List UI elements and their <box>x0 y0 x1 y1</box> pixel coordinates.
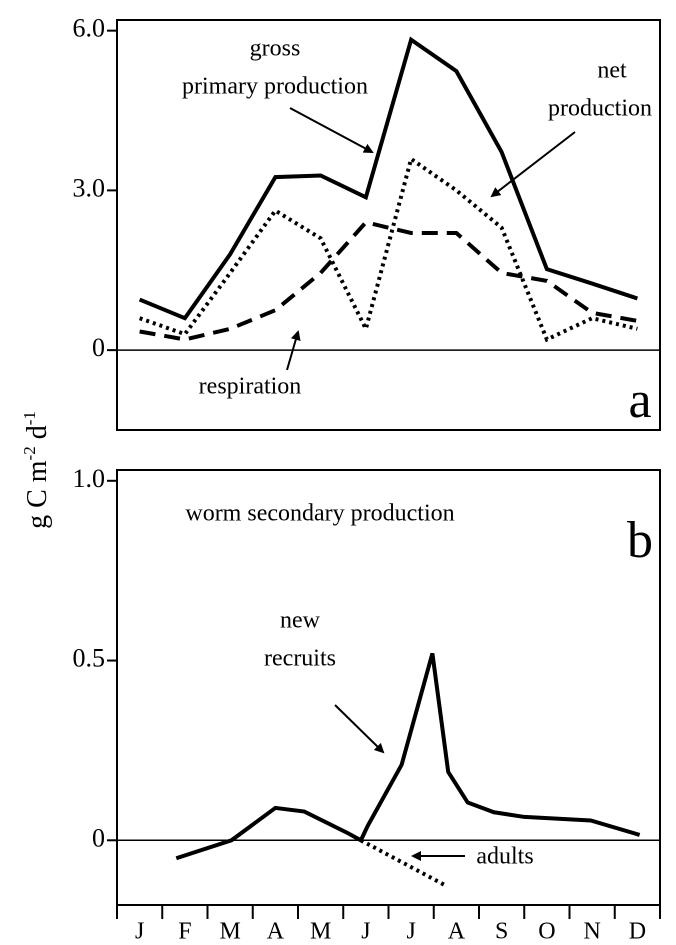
annotation: worm secondary production <box>185 501 454 527</box>
y-tick-label: 1.0 <box>73 464 106 493</box>
annotation: net <box>597 58 627 84</box>
annotation: respiration <box>199 374 302 400</box>
x-tick-label: O <box>538 919 555 945</box>
annotation: primary production <box>182 74 368 100</box>
annotation: gross <box>250 36 301 62</box>
arrow <box>490 131 576 198</box>
annotation: recruits <box>264 646 336 672</box>
y-tick-label: 3.0 <box>73 173 106 202</box>
y-tick-label: 0.5 <box>73 644 106 673</box>
x-tick-label: D <box>629 919 646 945</box>
series-line <box>138 36 639 321</box>
x-tick-label: J <box>361 919 370 945</box>
y-tick-label: 0 <box>92 333 105 362</box>
arrow <box>334 704 385 754</box>
x-tick-label: J <box>406 919 415 945</box>
x-tick-label: M <box>310 919 331 945</box>
series-line <box>359 838 447 887</box>
series-line <box>139 220 638 342</box>
annotation: production <box>548 96 652 122</box>
arrow <box>289 107 374 153</box>
x-tick-label: S <box>495 919 508 945</box>
x-tick-label: F <box>178 919 191 945</box>
y-tick-label: 0 <box>92 823 105 852</box>
series-line <box>175 652 641 861</box>
panel-label: b <box>627 512 653 569</box>
x-tick-label: M <box>219 919 240 945</box>
x-tick-label: N <box>583 919 600 945</box>
plot-frame <box>116 19 661 431</box>
y-tick-label: 6.0 <box>73 14 106 43</box>
y-axis-label: g C m-2 d-1 <box>20 411 54 529</box>
x-tick-label: A <box>267 919 285 945</box>
series-line <box>138 155 638 343</box>
annotation: adults <box>476 844 533 870</box>
panel-label: a <box>628 372 651 429</box>
annotation: new <box>280 608 321 634</box>
arrow <box>286 330 301 371</box>
x-tick-label: A <box>448 919 466 945</box>
x-tick-label: J <box>135 919 144 945</box>
